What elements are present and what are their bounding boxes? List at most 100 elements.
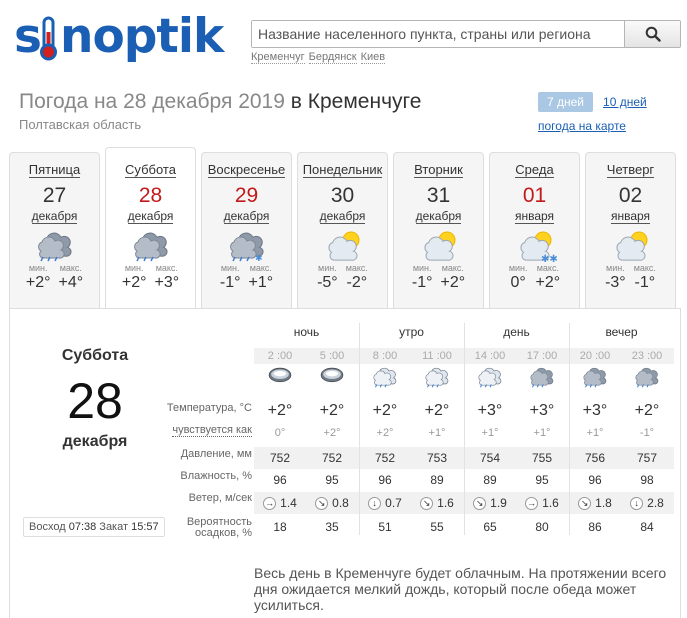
hour-precip-cell: 65 (464, 520, 516, 534)
hour-temp-cell: +2° (359, 402, 411, 420)
day-name[interactable]: Вторник (414, 162, 463, 178)
day-temps: мин. -1° макс. +1° (202, 263, 291, 293)
day-number: 30 (330, 184, 355, 207)
day-weather-icon (417, 229, 461, 263)
hour-feels-cell: +1° (569, 427, 621, 439)
search-button[interactable] (624, 21, 680, 47)
day-name[interactable]: Четверг (606, 162, 655, 178)
tab-7-days[interactable]: 7 дней (538, 92, 594, 112)
hour-pressure: 752 (374, 451, 396, 465)
label-precip-1: Вероятность (186, 516, 252, 528)
quick-link-city[interactable]: Киев (360, 51, 386, 64)
max-temp: -1° (634, 274, 656, 291)
hour-feels-cell: +1° (516, 427, 568, 439)
search-input[interactable] (252, 21, 624, 47)
label-temperature: Температура, °С (166, 402, 252, 414)
hour-feels-cell: -1° (621, 427, 673, 439)
hour-feels-cell: +1° (464, 427, 516, 439)
day-month: декабря (319, 209, 366, 224)
day-temps: мин. -5° макс. -2° (298, 263, 387, 293)
hour-wind: 0.7 (385, 496, 402, 510)
period-label: ночь (293, 325, 320, 339)
hour-pressure-cell: 752 (306, 451, 358, 465)
min-label: мин. (220, 263, 240, 273)
hour-humidity: 89 (430, 473, 444, 487)
day-name[interactable]: Пятница (28, 162, 81, 178)
rain-cloud-icon (530, 367, 554, 388)
day-temps: мин. +2° макс. +3° (106, 263, 195, 293)
day-weather-icon: ✱✱ (513, 229, 557, 265)
hour-temp: +3° (477, 402, 503, 419)
day-tab[interactable]: Понедельник 30 декабря мин. -5° макс. -2° (297, 152, 388, 308)
day-tab[interactable]: Пятница 27 декабря мин. +2° макс. +4° (9, 152, 100, 308)
hour-time-cell: 23 :00 (621, 350, 673, 362)
day-tab[interactable]: Воскресенье 29 декабря ✱ мин. -1° макс. +1° (201, 152, 292, 308)
day-temps: мин. +2° макс. +4° (10, 263, 99, 293)
day-name[interactable]: Понедельник (302, 162, 383, 178)
hour-humidity: 96 (273, 473, 287, 487)
hour-pressure-cell: 757 (621, 451, 673, 465)
svg-text:✱✱: ✱✱ (541, 254, 557, 263)
min-temp: -3° (605, 274, 626, 291)
tab-10-days[interactable]: 10 дней (603, 95, 647, 109)
sun-times: Восход 07:38 Закат 15:57 (23, 517, 165, 537)
period-label: утро (399, 325, 424, 339)
day-tab[interactable]: Четверг 02 января мин. -3° макс. -1° (585, 152, 676, 308)
hour-pressure-cell: 756 (569, 451, 621, 465)
hour-feels-cell: 0° (254, 427, 306, 439)
hour-pressure: 753 (426, 451, 448, 465)
day-tab[interactable]: Суббота 28 декабря мин. +2° макс. +3° (105, 147, 196, 308)
hour-pressure: 757 (636, 451, 658, 465)
hour-feels: -1° (639, 427, 655, 439)
day-name[interactable]: Воскресенье (207, 162, 286, 178)
period-label: вечер (605, 325, 638, 339)
hour-wind-cell: ↓ 2.8 (621, 496, 673, 510)
hour-time: 23 :00 (631, 350, 663, 362)
quick-link-city[interactable]: Кременчуг (251, 51, 305, 64)
hour-pressure-cell: 754 (464, 451, 516, 465)
day-tab[interactable]: Вторник 31 декабря мин. -1° макс. +2° (393, 152, 484, 308)
hour-humidity-cell: 95 (516, 473, 568, 487)
day-number: 01 (522, 184, 547, 207)
max-temp: +1° (248, 274, 274, 291)
hour-pressure: 752 (321, 451, 343, 465)
night-cloud-icon (268, 367, 292, 383)
period-divider (464, 323, 465, 535)
wind-direction-icon: ↘ (315, 496, 329, 510)
night-cloud-icon (320, 367, 344, 383)
hour-temp-cell: +2° (411, 402, 463, 420)
sinoptik-logo[interactable]: s noptik (14, 4, 236, 64)
min-temp: 0° (510, 274, 526, 291)
max-label: макс. (59, 263, 82, 273)
light-rain-icon (373, 367, 397, 388)
hour-humidity: 95 (535, 473, 549, 487)
day-name[interactable]: Среда (515, 162, 554, 178)
min-temp: +2° (121, 274, 147, 291)
map-link[interactable]: погода на карте (538, 119, 626, 133)
rain-cloud-icon (583, 367, 607, 388)
quick-link-city[interactable]: Бердянск (308, 51, 357, 64)
day-tab[interactable]: Среда 01 января ✱✱ мин. 0° макс. +2° (489, 152, 580, 308)
hour-humidity: 96 (588, 473, 602, 487)
view-tabs: 7 дней 10 дней (538, 92, 647, 112)
day-month: декабря (223, 209, 270, 224)
day-name[interactable]: Суббота (125, 162, 176, 178)
hour-temp-cell: +2° (306, 402, 358, 420)
hour-time: 11 :00 (422, 350, 452, 362)
hourly-grid: ночь утро день вечер 2 :00 +2° 0° 752 96 → 1.4 18 5 … (254, 323, 674, 535)
label-feels-like[interactable]: чувствуется как (172, 424, 252, 437)
max-temp: +2° (440, 274, 466, 291)
partly-cloudy-icon (423, 231, 455, 261)
hour-temp: +3° (582, 402, 608, 419)
max-label: макс. (345, 263, 368, 273)
hour-humidity: 95 (325, 473, 339, 487)
min-label: мин. (28, 263, 48, 273)
day-tabs: Пятница 27 декабря мин. +2° макс. +4° Суббота 28… (9, 147, 681, 308)
hour-pressure: 752 (269, 451, 291, 465)
page-title: Погода на 28 декабря 2019 в Кременчуге (19, 90, 421, 114)
max-temp: -2° (346, 274, 368, 291)
hour-humidity-cell: 95 (306, 473, 358, 487)
hour-precip: 86 (588, 520, 602, 534)
hour-temp: +2° (267, 402, 293, 419)
wind-direction-icon: ↘ (578, 496, 592, 510)
